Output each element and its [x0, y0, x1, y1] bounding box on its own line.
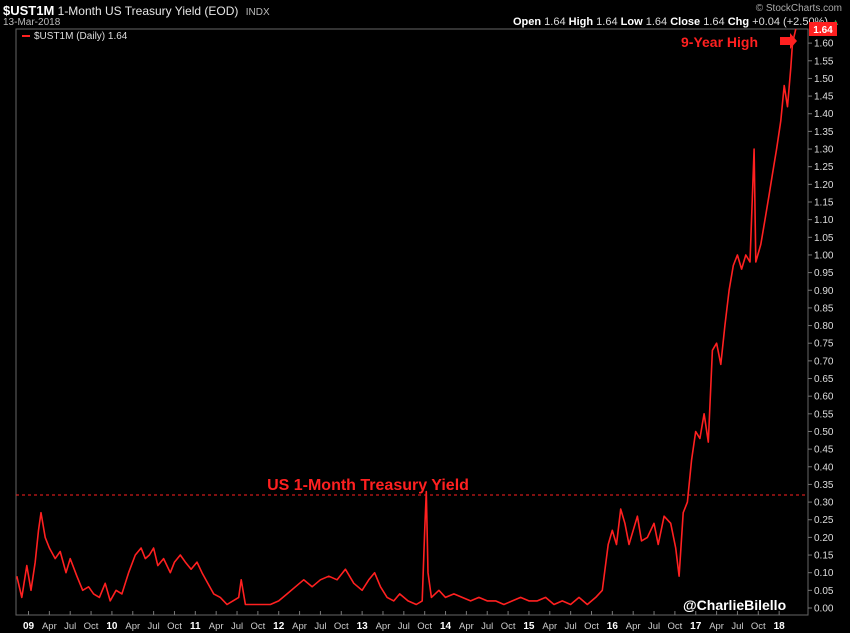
x-tick-label: Jul — [648, 621, 660, 632]
y-tick-label: 1.00 — [814, 250, 834, 261]
y-tick-label: 0.10 — [814, 568, 834, 579]
y-tick-label: 0.45 — [814, 445, 834, 456]
series-legend: $UST1M (Daily) 1.64 — [22, 31, 127, 42]
x-tick-label: Oct — [501, 621, 516, 632]
y-tick-label: 0.60 — [814, 392, 834, 403]
nine-year-high-annotation: 9-Year High — [681, 34, 758, 50]
x-tick-label: Oct — [584, 621, 599, 632]
x-tick-label: Apr — [542, 621, 557, 632]
y-tick-label: 1.30 — [814, 145, 834, 156]
high-label: High — [568, 16, 594, 28]
brand-label: © StockCharts.com — [755, 3, 842, 14]
x-tick-label: Jul — [731, 621, 743, 632]
x-tick-label: Jul — [565, 621, 577, 632]
x-tick-label: Apr — [709, 621, 724, 632]
low-label: Low — [620, 16, 643, 28]
y-tick-label: 0.00 — [814, 604, 834, 615]
x-tick-label: Apr — [292, 621, 307, 632]
x-tick-label: Oct — [751, 621, 766, 632]
x-tick-label: Oct — [167, 621, 182, 632]
x-tick-label: 16 — [607, 621, 619, 632]
x-tick-label: Oct — [417, 621, 432, 632]
y-tick-label: 1.05 — [814, 233, 834, 244]
x-tick-label: Apr — [125, 621, 140, 632]
y-tick-label: 0.95 — [814, 268, 834, 279]
symbol: $UST1M — [3, 3, 55, 18]
open-value: 1.64 — [544, 16, 566, 28]
ohlc-readout: Open 1.64 High 1.64 Low 1.64 Close 1.64 … — [513, 16, 840, 28]
x-tick-label: Jul — [231, 621, 243, 632]
right-arrow-icon — [780, 33, 797, 49]
x-tick-label: Oct — [668, 621, 683, 632]
x-tick-label: Apr — [626, 621, 641, 632]
y-tick-label: 0.65 — [814, 374, 834, 385]
y-tick-label: 0.15 — [814, 551, 834, 562]
y-tick-label: 1.50 — [814, 74, 834, 85]
author-watermark: @CharlieBilello — [683, 597, 787, 613]
legend-swatch — [22, 35, 30, 38]
legend-text: $UST1M (Daily) 1.64 — [34, 31, 128, 42]
x-tick-label: Jul — [148, 621, 160, 632]
x-tick-label: Jul — [64, 621, 76, 632]
y-tick-label: 1.60 — [814, 39, 834, 50]
y-tick-label: 1.25 — [814, 162, 834, 173]
y-tick-label: 1.55 — [814, 56, 834, 67]
y-tick-label: 0.40 — [814, 462, 834, 473]
x-tick-label: 14 — [440, 621, 452, 632]
x-tick-label: 09 — [23, 621, 35, 632]
x-tick-label: Apr — [209, 621, 224, 632]
last-value-tag — [809, 22, 837, 36]
y-tick-label: 1.15 — [814, 197, 834, 208]
y-tick-label: 0.20 — [814, 533, 834, 544]
y-tick-label: 0.25 — [814, 515, 834, 526]
close-label: Close — [670, 16, 701, 28]
x-tick-label: Oct — [250, 621, 265, 632]
y-tick-label: 0.55 — [814, 409, 834, 420]
y-tick-label: 1.45 — [814, 92, 834, 103]
x-tick-label: Apr — [376, 621, 391, 632]
series-line — [16, 28, 797, 606]
x-tick-label: Oct — [84, 621, 99, 632]
low-value: 1.64 — [645, 16, 668, 28]
chart-title-annotation: US 1-Month Treasury Yield — [267, 477, 469, 494]
x-tick-label: Apr — [459, 621, 474, 632]
chart-title: $UST1M 1-Month US Treasury Yield (EOD) I… — [3, 3, 270, 18]
y-tick-label: 0.35 — [814, 480, 834, 491]
x-tick-label: 17 — [690, 621, 702, 632]
open-label: Open — [512, 16, 542, 28]
x-tick-label: 10 — [106, 621, 118, 632]
y-tick-label: 0.70 — [814, 356, 834, 367]
close-value: 1.64 — [703, 16, 725, 28]
x-tick-label: Apr — [42, 621, 57, 632]
x-tick-label: Jul — [481, 621, 493, 632]
x-tick-label: 18 — [774, 621, 786, 632]
y-tick-label: 0.50 — [814, 427, 834, 438]
y-tick-label: 0.75 — [814, 339, 834, 350]
x-tick-label: Jul — [314, 621, 326, 632]
y-tick-label: 0.85 — [814, 303, 834, 314]
x-tick-label: 13 — [357, 621, 369, 632]
x-tick-label: 11 — [190, 621, 201, 632]
y-tick-label: 0.05 — [814, 586, 834, 597]
chg-label: Chg — [727, 16, 750, 28]
y-tick-label: 0.30 — [814, 498, 834, 509]
y-tick-label: 1.40 — [814, 109, 834, 120]
x-tick-label: Jul — [398, 621, 410, 632]
y-tick-label: 1.10 — [814, 215, 834, 226]
y-tick-label: 1.20 — [814, 180, 834, 191]
index-label: INDX — [245, 7, 270, 18]
symbol-description: 1-Month US Treasury Yield (EOD) — [57, 4, 239, 18]
y-tick-label: 0.90 — [814, 286, 834, 297]
x-tick-label: 12 — [273, 621, 285, 632]
plot-frame — [15, 28, 809, 616]
chart-date: 13-Mar-2018 — [3, 17, 61, 28]
high-value: 1.64 — [596, 16, 618, 28]
y-tick-label: 1.35 — [814, 127, 834, 138]
last-value-label: 1.64 — [813, 25, 833, 36]
y-tick-label: 0.80 — [814, 321, 834, 332]
x-tick-label: Oct — [334, 621, 349, 632]
x-tick-label: 15 — [523, 621, 535, 632]
